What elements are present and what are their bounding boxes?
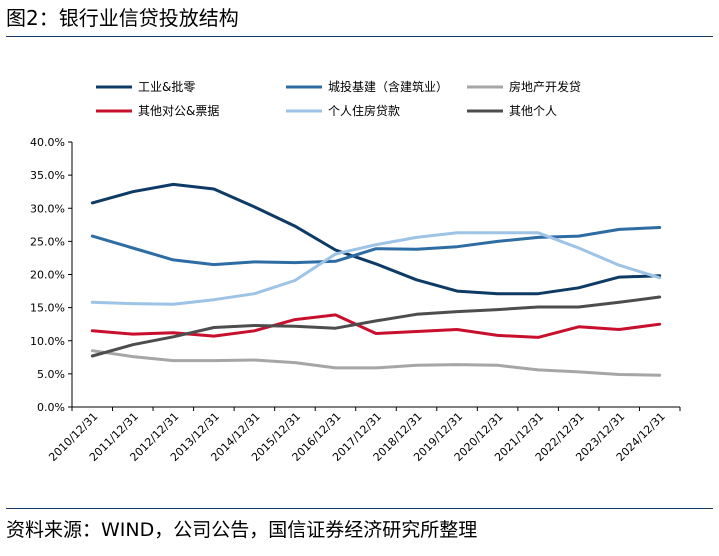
source-rule <box>6 508 713 509</box>
legend-label-5: 其他个人 <box>509 104 557 118</box>
y-tick-label: 20.0% <box>30 269 65 282</box>
x-axis: 2010/12/312011/12/312012/12/312013/12/31… <box>46 406 681 464</box>
legend-label-4: 个人住房贷款 <box>328 103 400 118</box>
series-line-5 <box>90 295 662 358</box>
y-tick-label: 5.0% <box>37 368 65 381</box>
figure-source: 资料来源：WIND，公司公告，国信证券经济研究所整理 <box>6 519 478 541</box>
series-line-3 <box>90 313 662 339</box>
y-tick-label: 10.0% <box>30 335 65 348</box>
series-line-1 <box>90 226 662 267</box>
y-axis: 0.0% 5.0% 10.0% 15.0% 20.0% 25.0% 30.0% 35.0% 40… <box>30 136 73 414</box>
series-line-4 <box>90 231 662 306</box>
title-rule <box>6 36 713 37</box>
y-tick-label: 35.0% <box>30 169 65 182</box>
y-tick-label: 40.0% <box>30 136 65 149</box>
y-tick-label: 15.0% <box>30 302 65 315</box>
series-line-2 <box>90 349 662 377</box>
figure-title: 图2：银行业信贷投放结构 <box>6 6 239 30</box>
legend-label-0: 工业&批零 <box>138 79 195 94</box>
series-line-0 <box>90 182 662 296</box>
y-tick-label: 0.0% <box>37 401 65 414</box>
legend-label-3: 其他对公&票据 <box>138 104 219 118</box>
y-tick-label: 30.0% <box>30 202 65 215</box>
legend-label-2: 房地产开发贷 <box>509 79 581 94</box>
series-lines <box>90 182 662 377</box>
y-tick-label: 25.0% <box>30 235 65 248</box>
legend-label-1: 城投基建（含建筑业） <box>328 79 448 94</box>
